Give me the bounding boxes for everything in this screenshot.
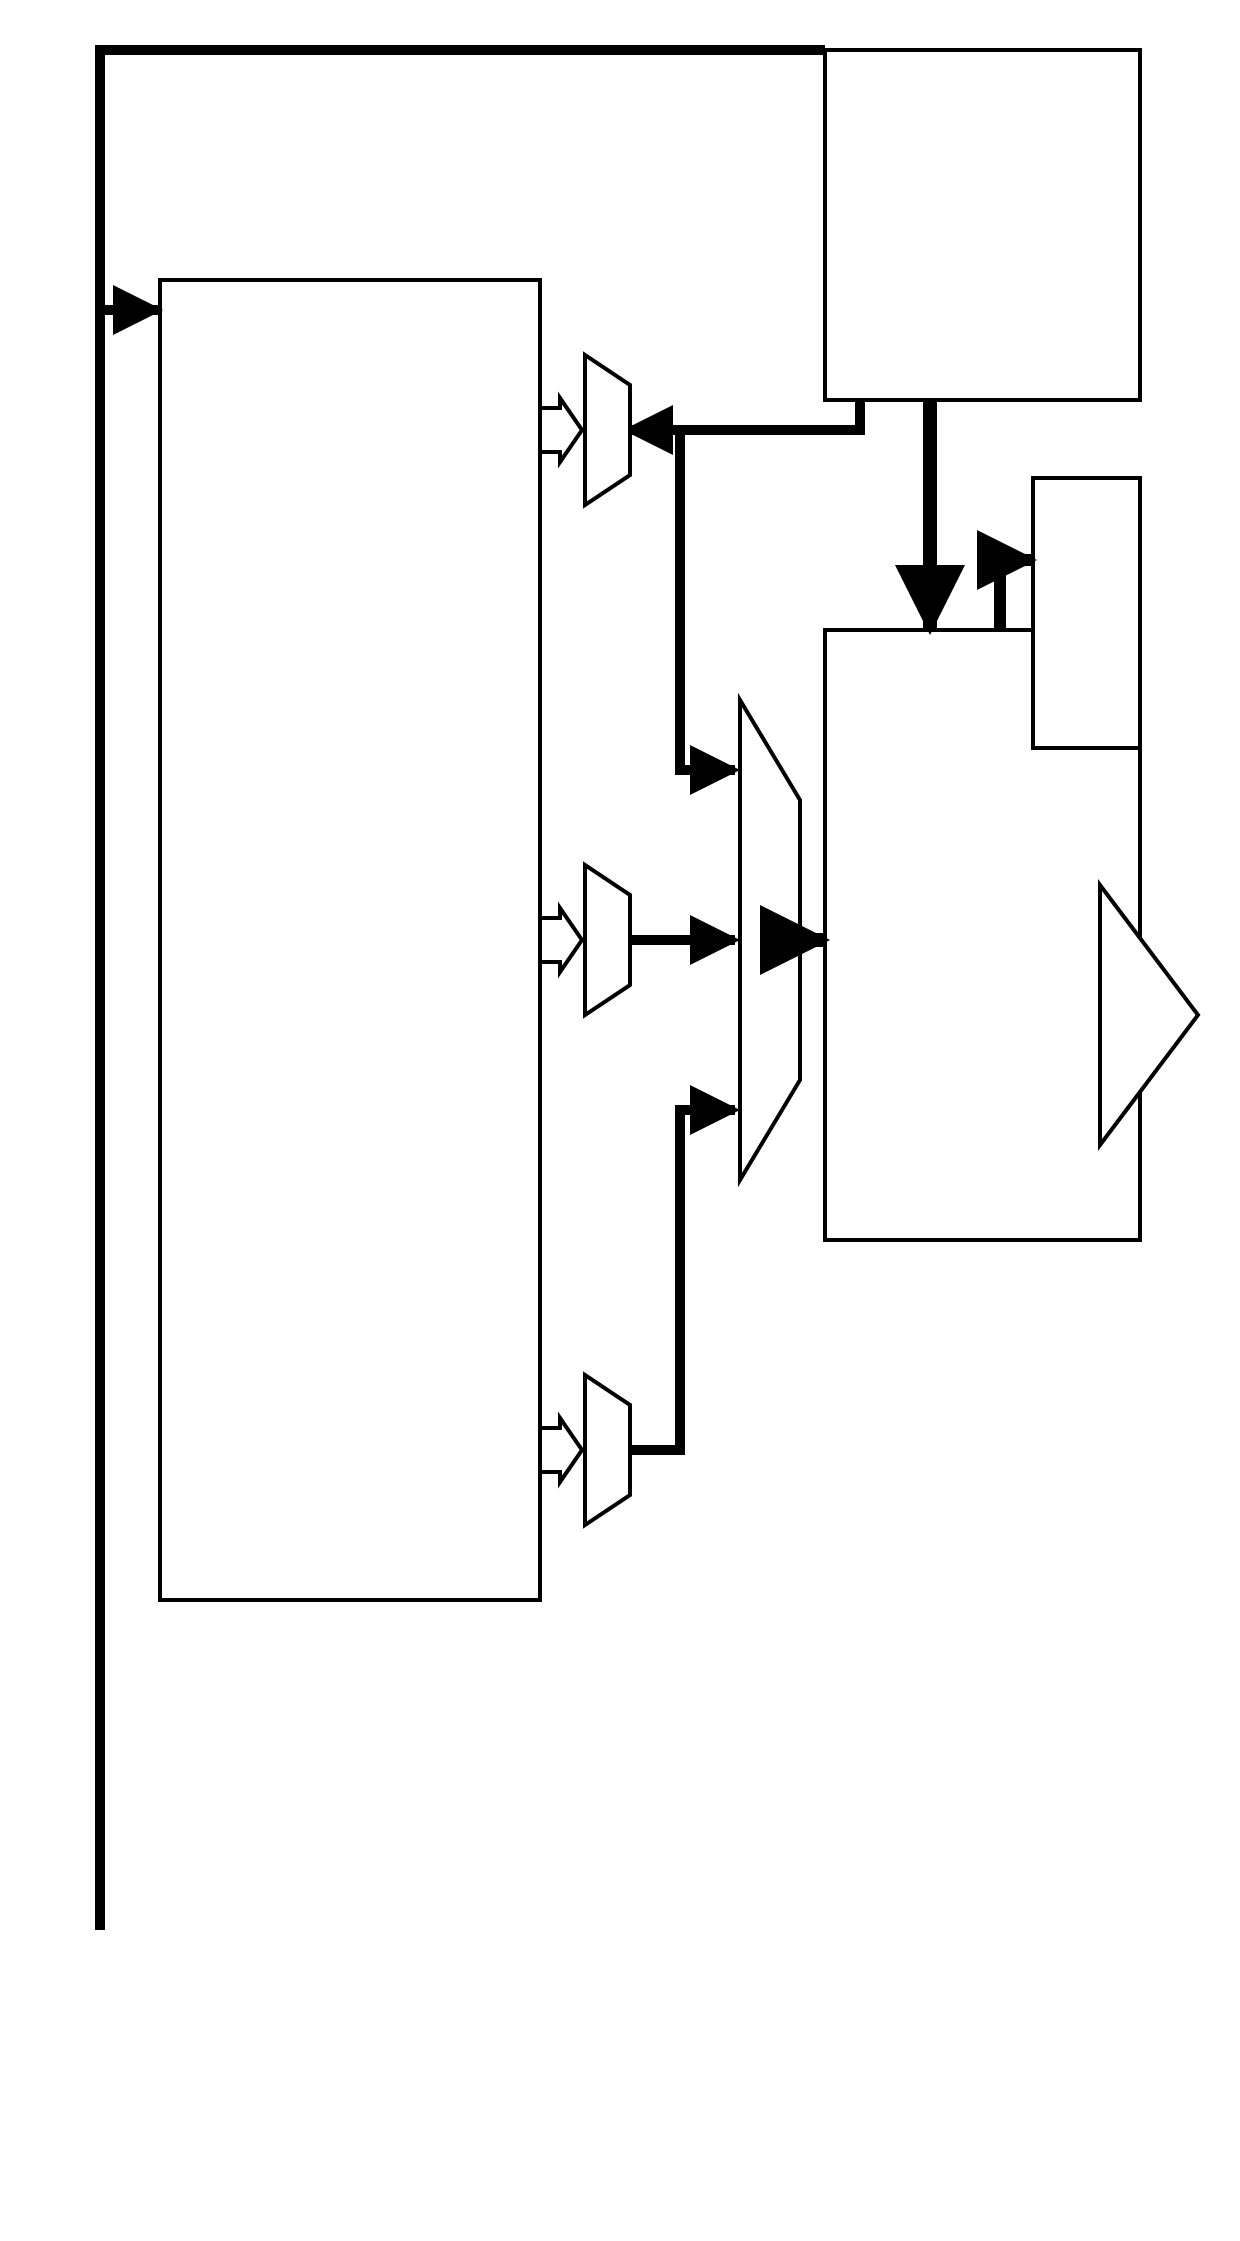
hollow-arrow-3	[540, 1418, 582, 1482]
small-trapezoid-3	[585, 1375, 630, 1525]
small-trapezoid-1	[585, 355, 630, 505]
control-box	[825, 50, 1140, 400]
hollow-arrow-2	[540, 908, 582, 972]
trap1-to-bigmux	[630, 430, 735, 770]
diagram-svg	[0, 0, 1240, 2241]
compute-to-snapshots	[1000, 560, 1031, 630]
registers-box	[160, 280, 540, 1600]
diagram-canvas	[0, 0, 1240, 2241]
comparator-triangle	[1100, 885, 1198, 1145]
big-trapezoid	[740, 700, 800, 1180]
small-trapezoid-2	[585, 865, 630, 1015]
trap3-to-bigmux	[630, 1110, 735, 1450]
hollow-arrow-1	[540, 398, 582, 462]
snapshots-box	[1033, 478, 1140, 748]
